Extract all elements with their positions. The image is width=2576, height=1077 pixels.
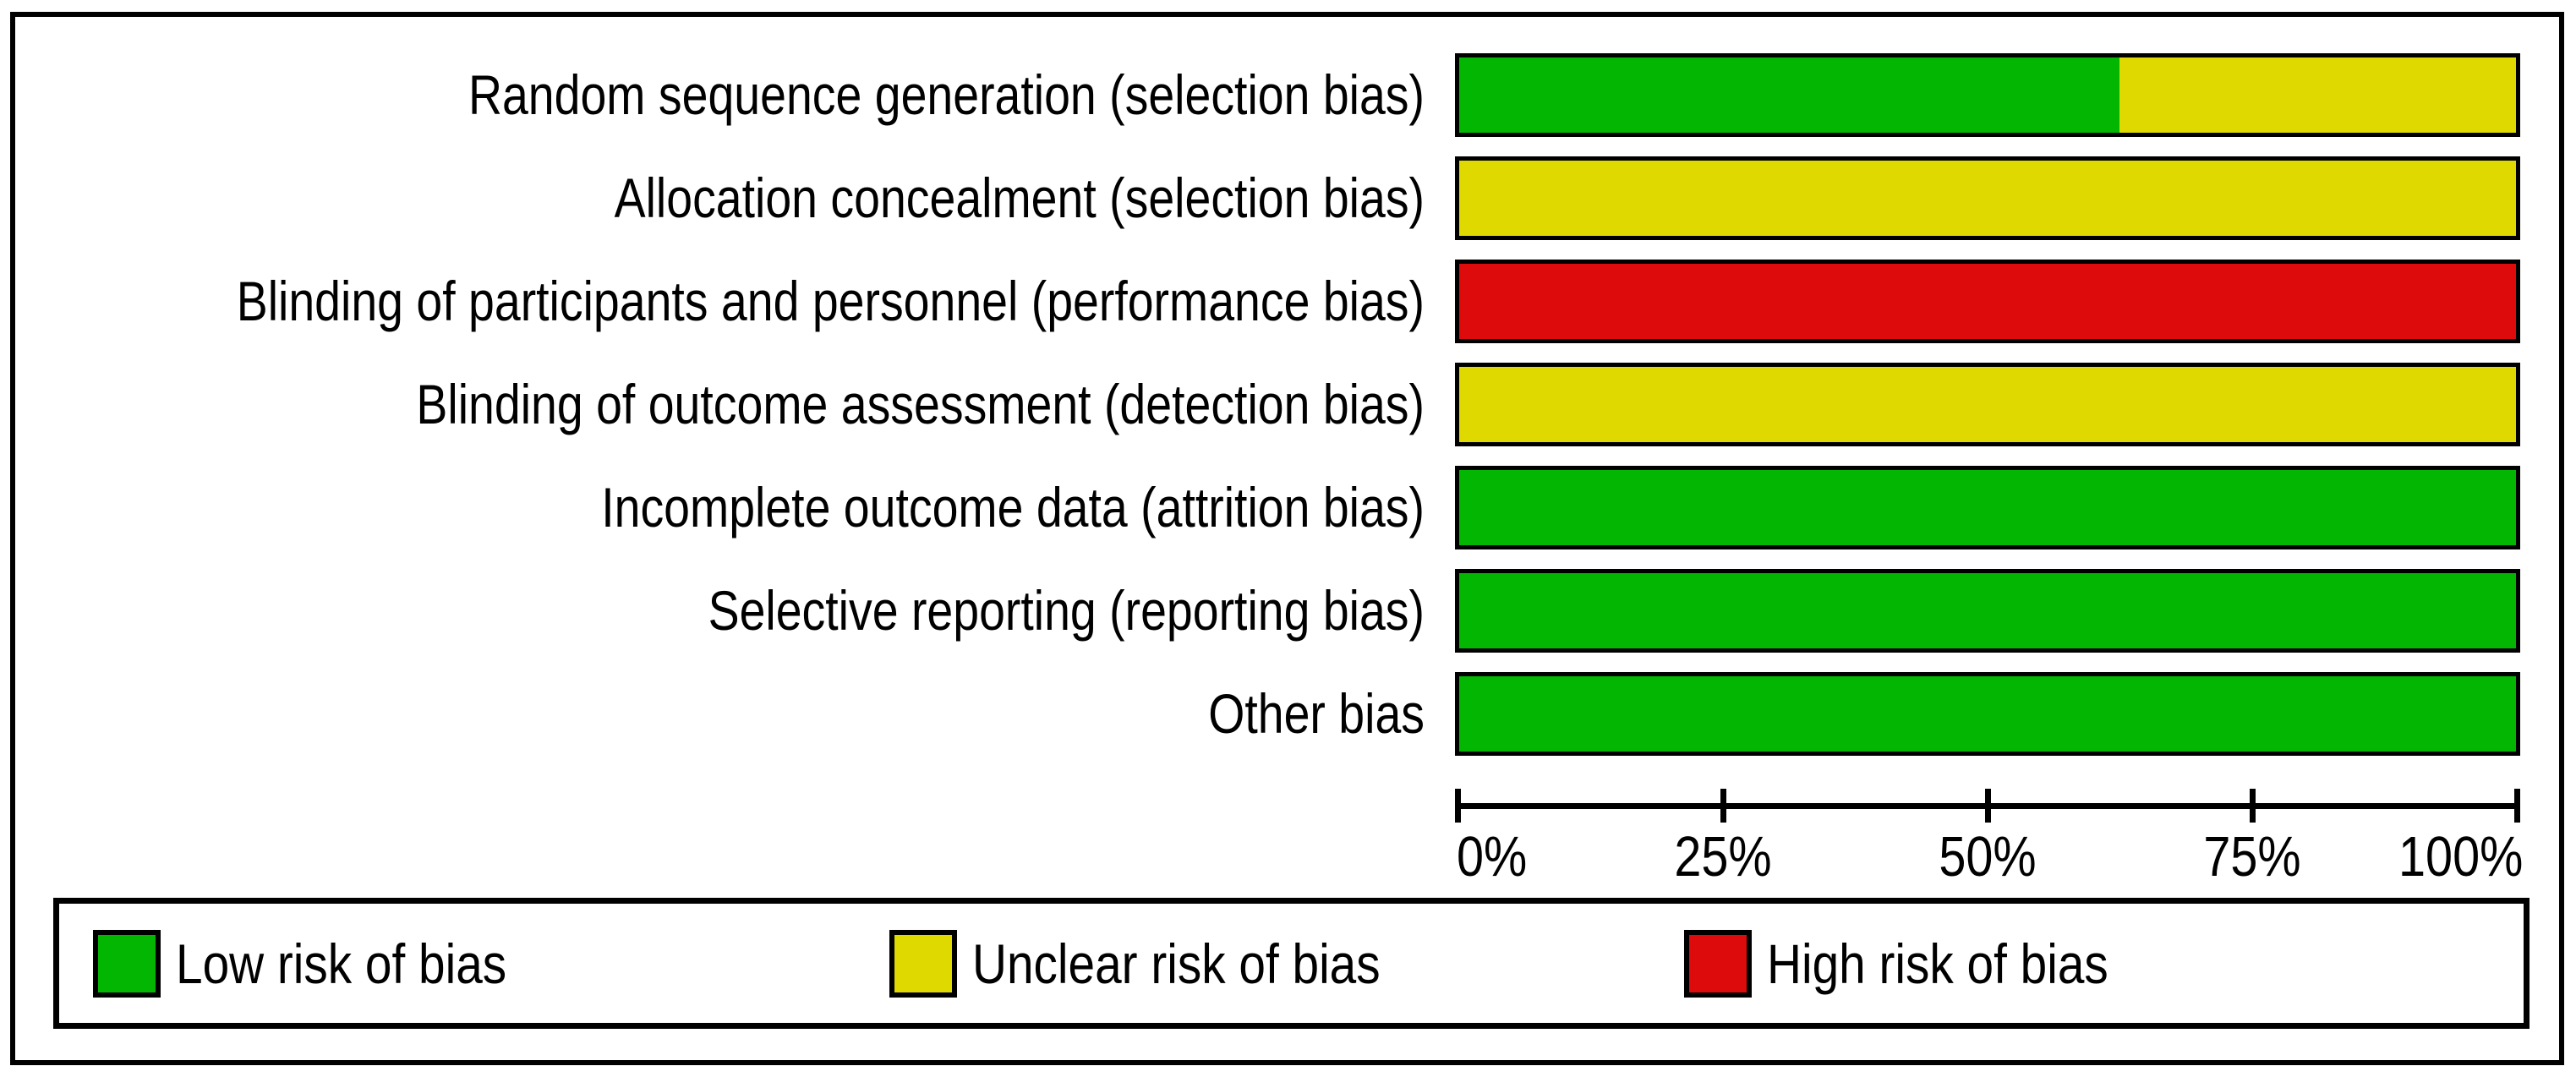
bar-segment-unclear [1459, 367, 2516, 442]
category-label: Selective reporting (reporting bias) [708, 579, 1425, 642]
bar-row [1455, 672, 2520, 756]
bar-segment-low [1459, 573, 2516, 648]
x-axis-tick [2250, 789, 2256, 823]
bar-row [1455, 569, 2520, 653]
x-axis-tick-label: 0% [1457, 825, 1528, 888]
bar-segment-unclear [2119, 57, 2516, 133]
legend-swatch-low [93, 929, 161, 998]
x-axis-tick [1720, 789, 1726, 823]
category-label: Blinding of outcome assessment (detectio… [416, 373, 1425, 435]
bar-segment-high [1459, 264, 2516, 339]
legend-swatch-high [1684, 929, 1752, 998]
category-label: Other bias [1208, 682, 1425, 745]
bar-row [1455, 466, 2520, 549]
legend-item: Low risk of bias [93, 904, 561, 1023]
x-axis-tick-label: 100% [2398, 825, 2523, 888]
bar-row [1455, 156, 2520, 240]
legend-item: High risk of bias [1684, 904, 2164, 1023]
x-axis-tick-label: 75% [2203, 825, 2301, 888]
x-axis-tick [2514, 789, 2520, 823]
x-axis-tick [1984, 789, 1991, 823]
bar-row [1455, 260, 2520, 343]
figure-border [10, 12, 2564, 1065]
bar-segment-low [1459, 470, 2516, 545]
bar-row [1455, 53, 2520, 137]
x-axis-tick-label: 25% [1674, 825, 1772, 888]
legend-item-label: Unclear risk of bias [972, 932, 1381, 995]
legend-swatch-unclear [889, 929, 957, 998]
bar-row [1455, 363, 2520, 446]
x-axis-tick-label: 50% [1939, 825, 2037, 888]
bar-segment-unclear [1459, 161, 2516, 236]
bar-segment-low [1459, 676, 2516, 752]
bar-segment-low [1459, 57, 2120, 133]
legend-item: Unclear risk of bias [889, 904, 1447, 1023]
legend-item-label: High risk of bias [1767, 932, 2108, 995]
category-label: Allocation concealment (selection bias) [614, 167, 1425, 229]
x-axis-tick [1455, 789, 1461, 823]
category-label: Random sequence generation (selection bi… [468, 63, 1425, 126]
category-label: Incomplete outcome data (attrition bias) [601, 476, 1425, 538]
legend: Low risk of bias Unclear risk of bias Hi… [53, 898, 2530, 1029]
legend-item-label: Low risk of bias [176, 932, 507, 995]
category-label: Blinding of participants and personnel (… [236, 270, 1425, 332]
